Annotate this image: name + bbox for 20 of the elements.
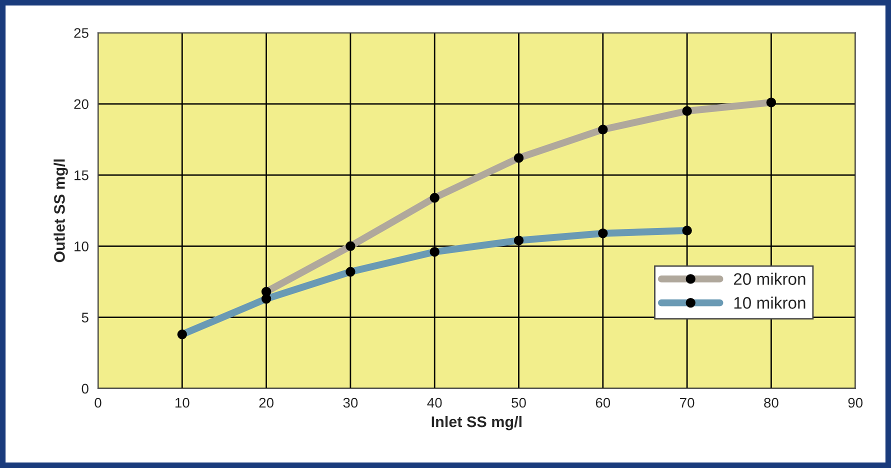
x-tick-label: 30	[343, 398, 358, 408]
y-tick-label: 5	[82, 312, 88, 322]
x-tick-label: 80	[764, 398, 778, 408]
y-tick-label: 15	[74, 170, 88, 180]
x-tick-label: 60	[596, 398, 610, 408]
x-tick-label: 90	[848, 398, 863, 408]
y-tick-label: 20	[74, 99, 88, 110]
x-tick-label: 20	[259, 398, 274, 408]
x-tick-label: 40	[427, 398, 442, 408]
x-axis-title: Inlet SS mg/l	[432, 416, 522, 430]
x-tick-label: 0	[94, 398, 102, 408]
y-tick-label: 0	[82, 384, 88, 394]
x-tick-label: 10	[175, 398, 190, 408]
legend-label: 10 mikron	[734, 296, 806, 309]
y-axis-title: Outlet SS mg/l	[54, 159, 68, 262]
y-tick-label: 10	[74, 242, 88, 252]
y-tick-label: 25	[74, 28, 88, 38]
x-tick-label: 70	[680, 398, 694, 408]
legend-label: 20 mikron	[734, 272, 806, 285]
x-tick-label: 50	[512, 398, 526, 408]
